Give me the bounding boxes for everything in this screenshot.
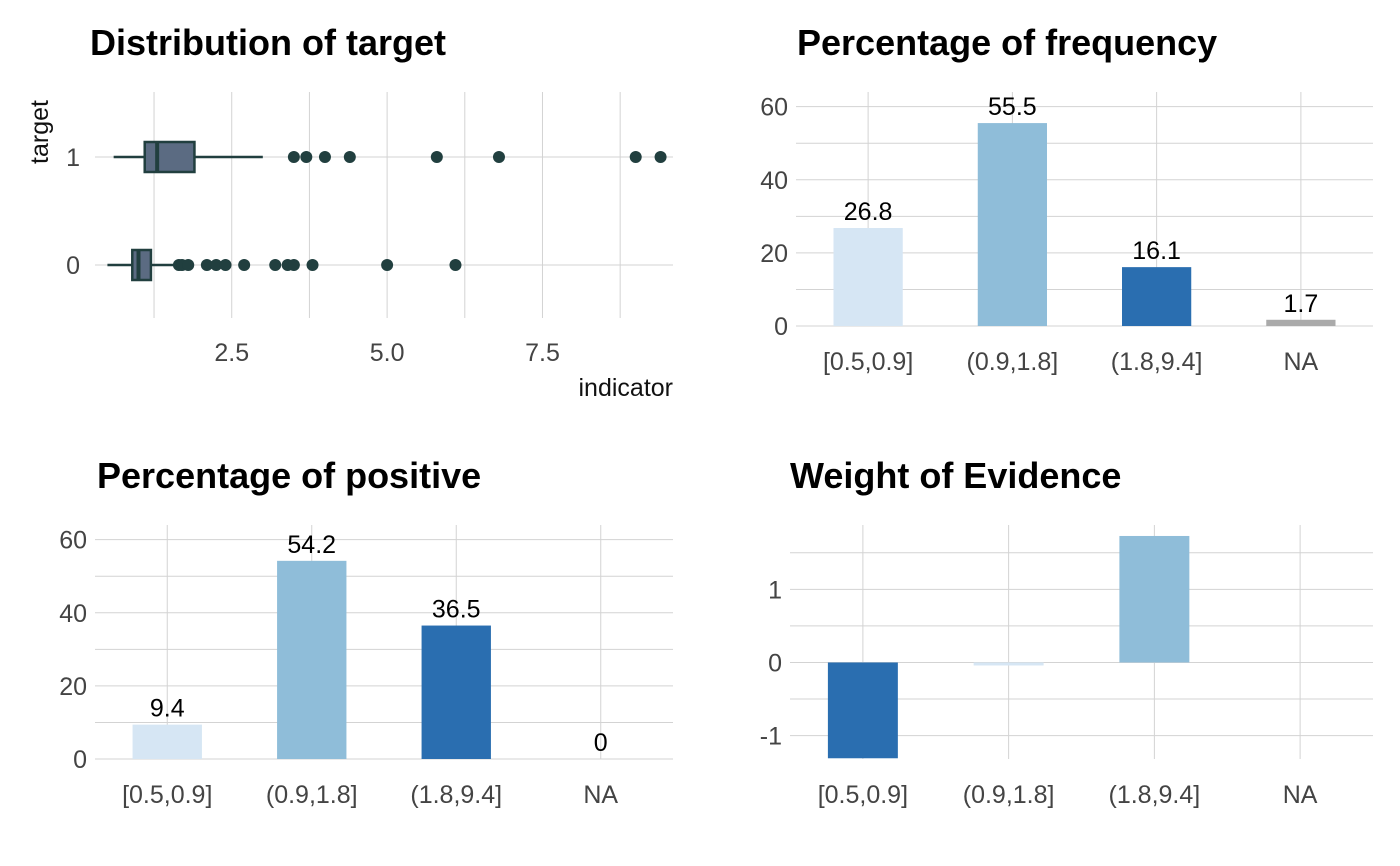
data-label: 1.7	[1283, 290, 1318, 318]
y-tick-label: 40	[59, 600, 87, 628]
x-tick-label: [0.5,0.9]	[818, 781, 908, 809]
panel-distribution-of-target: Distribution of target 2.5 5.0 7.5 0 1 indic…	[26, 22, 673, 402]
x-tick-label: (0.9,1.8]	[963, 781, 1055, 809]
bar-3	[421, 625, 491, 759]
outlier-point	[430, 151, 443, 163]
panel-percentage-of-positive: Percentage of positive 0 20 40 60 9.4 54.2 36.…	[59, 455, 673, 809]
box	[143, 140, 196, 174]
y-tick-label: 0	[774, 313, 788, 341]
outlier-point	[287, 259, 300, 271]
panel-title: Percentage of frequency	[797, 22, 1217, 63]
y-tick-label: 20	[760, 240, 788, 268]
y-tick-label: 0	[73, 746, 87, 774]
outlier-point	[492, 151, 505, 163]
y-tick-label: 1	[66, 144, 80, 172]
outlier-point	[318, 151, 331, 163]
box-group-target-0	[107, 248, 462, 282]
box	[131, 248, 153, 282]
data-label: 9.4	[150, 695, 185, 723]
x-tick-label: NA	[1284, 348, 1319, 376]
outlier-point	[219, 259, 232, 271]
outlier-point	[269, 259, 282, 271]
x-tick-label: (1.8,9.4]	[1109, 781, 1201, 809]
data-label: 36.5	[432, 596, 481, 624]
y-tick-label: 0	[66, 252, 80, 280]
outlier-point	[210, 259, 223, 271]
panel-title: Weight of Evidence	[790, 455, 1121, 496]
panel-weight-of-evidence: Weight of Evidence -1 0 1 [0.5,0.9] (0.9,1.8…	[760, 455, 1373, 809]
outlier-point	[182, 259, 195, 271]
y-tick-label: 1	[768, 576, 782, 604]
bar-2	[277, 560, 347, 759]
outlier-point	[381, 259, 394, 271]
data-label: 0	[594, 729, 608, 757]
x-tick-label: NA	[583, 781, 618, 809]
bar-3	[1122, 267, 1192, 326]
panel-title: Percentage of positive	[97, 455, 481, 496]
outlier-point	[287, 151, 300, 163]
outlier-point	[343, 151, 356, 163]
outlier-point	[238, 259, 251, 271]
data-label: 26.8	[844, 198, 893, 226]
y-tick-label: -1	[760, 723, 782, 751]
outlier-point	[629, 151, 642, 163]
outlier-point	[300, 151, 313, 163]
outlier-point	[449, 259, 462, 271]
x-tick-label: 2.5	[214, 339, 249, 367]
outlier-point	[654, 151, 667, 163]
bar-2	[973, 662, 1044, 666]
x-tick-label: [0.5,0.9]	[823, 348, 913, 376]
y-tick-label: 40	[760, 167, 788, 195]
y-tick-label: 60	[59, 527, 87, 555]
data-label: 16.1	[1132, 237, 1181, 265]
x-tick-label: (1.8,9.4]	[1111, 348, 1203, 376]
x-tick-label: NA	[1283, 781, 1318, 809]
y-tick-label: 20	[59, 673, 87, 701]
bar-1	[833, 228, 903, 326]
x-tick-label: (0.9,1.8]	[266, 781, 358, 809]
outlier-point	[200, 259, 213, 271]
x-tick-label: 5.0	[370, 339, 405, 367]
bar-3	[1119, 535, 1190, 663]
data-label: 55.5	[988, 93, 1037, 121]
bar-1	[827, 662, 898, 759]
bar-2	[977, 123, 1047, 326]
y-axis-label: target	[26, 100, 54, 164]
panel-title: Distribution of target	[90, 22, 446, 63]
x-axis-label: indicator	[579, 374, 674, 402]
x-tick-label: [0.5,0.9]	[122, 781, 212, 809]
bar-1	[132, 724, 202, 759]
bar-4	[1266, 319, 1336, 326]
outlier-point	[306, 259, 319, 271]
x-tick-label: (0.9,1.8]	[967, 348, 1059, 376]
x-tick-label: (1.8,9.4]	[410, 781, 502, 809]
y-tick-label: 60	[760, 94, 788, 122]
y-tick-label: 0	[768, 649, 782, 677]
x-tick-label: 7.5	[525, 339, 560, 367]
data-label: 54.2	[287, 531, 336, 559]
box-group-target-1	[113, 140, 667, 174]
panel-percentage-of-frequency: Percentage of frequency 0 20 40 60 26.8 55.5 1…	[760, 22, 1373, 376]
